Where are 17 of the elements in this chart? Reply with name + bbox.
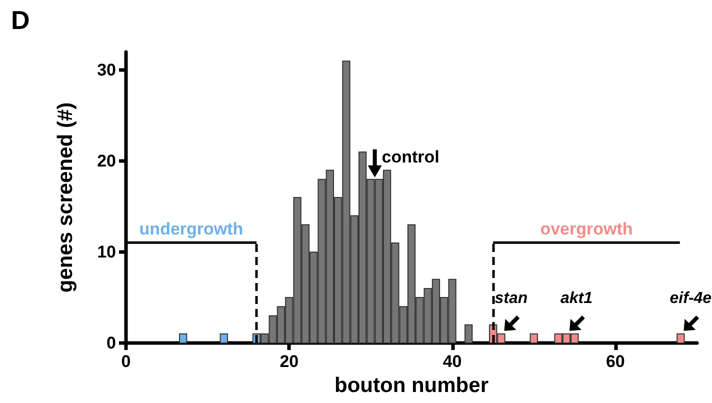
annotation: eif-4e [670, 290, 712, 307]
x-tick-label: 60 [606, 352, 625, 371]
ref-line-label: overgrowth [540, 220, 633, 239]
chart-title: D [11, 5, 30, 35]
y-axis-title: genes screened (#) [54, 102, 77, 293]
annotation: stan [494, 290, 528, 307]
ref-line-label: undergrowth [139, 220, 244, 239]
y-tick-label: 10 [97, 242, 116, 262]
x-tick-label: 20 [280, 352, 299, 371]
y-tick-label: 30 [97, 60, 116, 80]
x-tick-label: 0 [121, 352, 131, 371]
annotation: akt1 [560, 290, 593, 307]
x-axis-title: bouton number [334, 374, 488, 397]
x-tick-label: 40 [442, 352, 462, 371]
y-tick-label: 20 [97, 152, 116, 171]
y-tick-label: 0 [106, 334, 116, 352]
annotation: control [382, 147, 440, 166]
